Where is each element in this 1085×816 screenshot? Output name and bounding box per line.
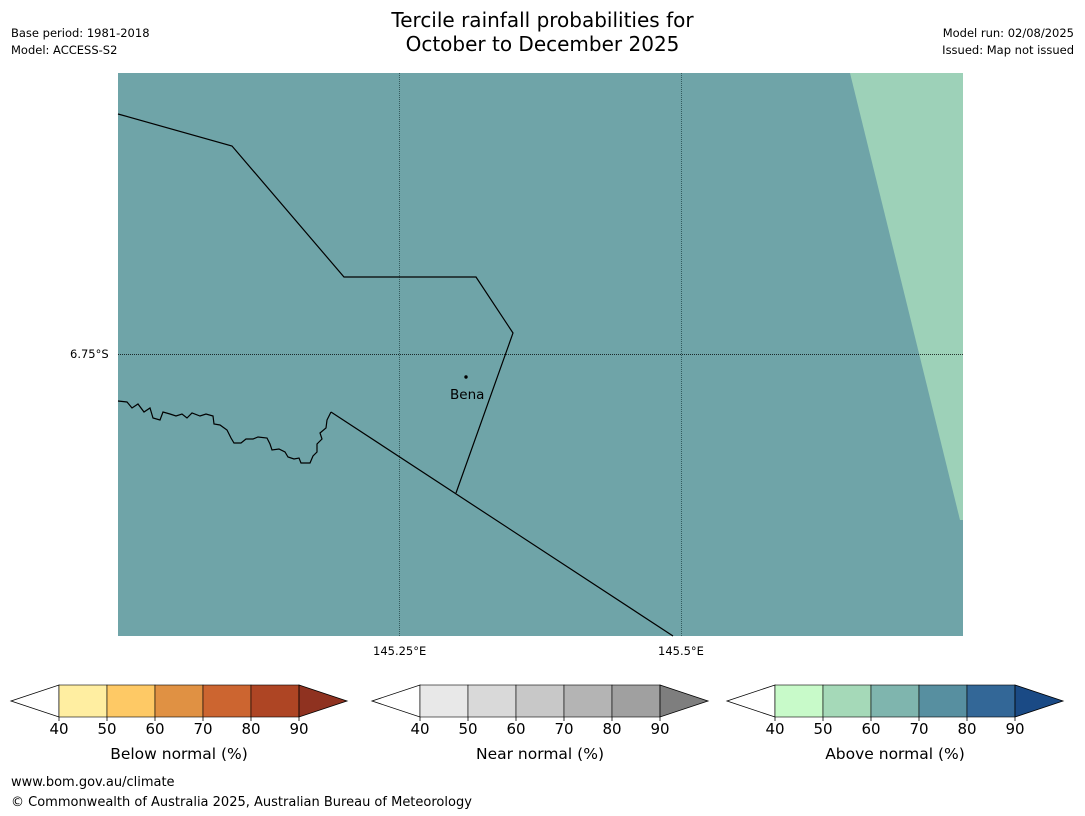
colorbar-below-segment <box>154 684 204 718</box>
colorbar-above-segment <box>870 684 920 718</box>
colorbar-above-segment <box>822 684 872 718</box>
province-border-south <box>330 411 674 637</box>
province-border-north <box>117 113 514 494</box>
colorbar-label-near: Near normal (%) <box>476 745 604 763</box>
footer-url: www.bom.gov.au/climate <box>11 775 175 790</box>
colorbar-below-tick-label: 60 <box>145 720 164 738</box>
colorbar-near-tick-label: 70 <box>554 720 573 738</box>
colorbar-above-tick-label: 60 <box>861 720 880 738</box>
map-east-region <box>850 73 963 520</box>
colorbar-below-segment <box>106 684 156 718</box>
colorbar-below-segment <box>250 684 300 718</box>
issued-status: Issued: Map not issued <box>942 43 1074 57</box>
map-title: Tercile rainfall probabilities for Octob… <box>0 8 1085 56</box>
colorbar-label-below: Below normal (%) <box>110 745 248 763</box>
colorbar-near-tick-label: 50 <box>458 720 477 738</box>
colorbar-below-tick-label: 50 <box>97 720 116 738</box>
lon-label-145-5e: 145.5°E <box>658 644 704 658</box>
colorbar-below-extend-high <box>298 684 349 718</box>
title-line-2: October to December 2025 <box>405 32 680 56</box>
colorbar-above-tick-label: 70 <box>909 720 928 738</box>
colorbar-above-segment <box>918 684 968 718</box>
colorbar-above-tick-label: 40 <box>765 720 784 738</box>
colorbar-near-tick-label: 90 <box>650 720 669 738</box>
colorbars: 40 50 60 70 80 90 40 50 60 70 80 90 40 50 60 70 80 90 <box>9 684 1065 738</box>
colorbar-label-above: Above normal (%) <box>825 745 965 763</box>
colorbar-near-segment <box>467 684 517 718</box>
colorbar-above-tick-label: 80 <box>957 720 976 738</box>
model-name: Model: ACCESS-S2 <box>11 43 118 57</box>
colorbar-near-tick-label: 40 <box>410 720 429 738</box>
colorbar-below-segment <box>58 684 108 718</box>
colorbar-below-extend-low <box>9 684 60 718</box>
lat-label-6-75s: 6.75°S <box>70 347 109 361</box>
colorbar-below-tick-label: 80 <box>241 720 260 738</box>
province-border-west <box>117 400 332 464</box>
colorbar-above-segment <box>774 684 824 718</box>
colorbar-above-extend-high <box>1014 684 1065 718</box>
colorbar-near-segment <box>419 684 469 718</box>
colorbar-above-extend-low <box>725 684 776 718</box>
footer-copyright: © Commonwealth of Australia 2025, Austra… <box>11 795 472 810</box>
colorbar-below-segment <box>202 684 252 718</box>
colorbar-near-tick-label: 60 <box>506 720 525 738</box>
colorbar-below-tick-label: 90 <box>289 720 308 738</box>
colorbar-near-segment <box>611 684 661 718</box>
meta-right: Model run: 02/08/2025 Issued: Map not is… <box>942 25 1074 59</box>
colorbar-above-tick-label: 50 <box>813 720 832 738</box>
place-label-bena: Bena <box>450 387 485 403</box>
base-period: Base period: 1981-2018 <box>11 26 150 40</box>
model-run: Model run: 02/08/2025 <box>942 26 1074 40</box>
colorbar-above-tick-label: 90 <box>1005 720 1024 738</box>
meta-left: Base period: 1981-2018 Model: ACCESS-S2 <box>11 25 150 59</box>
colorbar-near-extend-high <box>659 684 710 718</box>
colorbar-near-extend-low <box>370 684 421 718</box>
colorbar-near-segment <box>515 684 565 718</box>
title-line-1: Tercile rainfall probabilities for <box>391 8 694 32</box>
colorbar-below-tick-label: 70 <box>193 720 212 738</box>
lon-label-145-25e: 145.25°E <box>373 644 427 658</box>
colorbar-near-segment <box>563 684 613 718</box>
colorbar-above-segment <box>966 684 1016 718</box>
colorbar-below-tick-label: 40 <box>49 720 68 738</box>
bena-marker <box>464 375 468 379</box>
colorbar-near-tick-label: 80 <box>602 720 621 738</box>
